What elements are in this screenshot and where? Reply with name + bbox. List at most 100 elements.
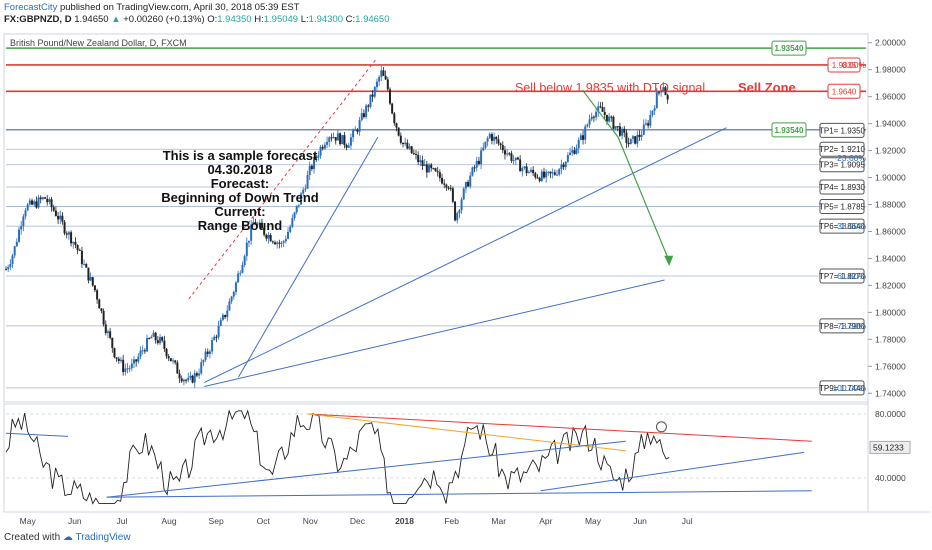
candle-body bbox=[386, 79, 389, 90]
candle-body bbox=[358, 120, 361, 132]
candle-body bbox=[415, 153, 418, 155]
candle-body bbox=[508, 153, 511, 155]
candle-body bbox=[373, 87, 376, 97]
candle-body bbox=[629, 138, 632, 145]
candle-body bbox=[295, 205, 298, 213]
candle-body bbox=[315, 156, 318, 158]
candle-body bbox=[469, 175, 472, 187]
candle-body bbox=[543, 171, 546, 178]
candle-body bbox=[241, 264, 244, 273]
candle-body bbox=[304, 188, 307, 190]
fib-label: 0.00% bbox=[842, 60, 867, 70]
candle-body bbox=[100, 308, 103, 312]
candle-body bbox=[208, 351, 211, 354]
low-label: L: bbox=[300, 14, 309, 25]
candle-body bbox=[443, 183, 446, 185]
fib-label: 38.20% bbox=[837, 221, 866, 231]
time-tick-label: Apr bbox=[539, 516, 552, 526]
osc-base-trendline bbox=[106, 490, 812, 498]
candle-body bbox=[488, 133, 491, 139]
candle-body bbox=[612, 116, 615, 129]
close-label: C: bbox=[345, 14, 356, 25]
candle-body bbox=[660, 91, 663, 93]
candle-body bbox=[490, 133, 493, 141]
candle-body bbox=[289, 226, 292, 232]
candle-body bbox=[582, 135, 585, 140]
candle-body bbox=[341, 135, 344, 145]
candle-body bbox=[653, 108, 656, 111]
candle-body bbox=[287, 231, 290, 239]
sell-below-text: Sell below 1.9835 with DTO signal bbox=[515, 81, 705, 95]
candle-body bbox=[63, 221, 66, 234]
candle-body bbox=[319, 146, 322, 156]
candle-body bbox=[662, 87, 665, 92]
candle-body bbox=[250, 224, 253, 241]
candle-body bbox=[326, 141, 329, 145]
candle-body bbox=[627, 142, 630, 145]
forecast-line-5: Current: bbox=[214, 204, 265, 219]
candle-body bbox=[564, 161, 567, 168]
candle-body bbox=[618, 126, 621, 136]
candle-body bbox=[464, 181, 467, 189]
candle-body bbox=[33, 201, 36, 205]
candle-body bbox=[213, 336, 216, 341]
candle-body bbox=[282, 241, 285, 243]
candle-body bbox=[339, 133, 342, 145]
candle-body bbox=[106, 331, 109, 333]
candle-body bbox=[501, 145, 504, 151]
candle-body bbox=[26, 204, 29, 211]
candle-body bbox=[651, 110, 654, 116]
candle-body bbox=[28, 200, 31, 205]
candle-body bbox=[519, 159, 522, 172]
tp-tag-box bbox=[819, 141, 865, 157]
candle-body bbox=[172, 360, 175, 362]
tradingview-brand[interactable]: TradingView bbox=[75, 532, 131, 543]
candle-body bbox=[410, 146, 413, 154]
candle-body bbox=[458, 210, 461, 214]
candle-body bbox=[419, 160, 422, 163]
candle-body bbox=[365, 105, 368, 118]
forecast-arrowhead bbox=[664, 255, 674, 266]
tp-tag-box bbox=[819, 268, 865, 284]
created-with-text: Created with bbox=[4, 532, 61, 543]
candle-body bbox=[276, 242, 279, 245]
candle-body bbox=[631, 136, 634, 139]
level-lines bbox=[6, 47, 866, 389]
candle-body bbox=[115, 357, 118, 359]
candle-body bbox=[540, 171, 543, 182]
red-1-tag-box bbox=[827, 57, 861, 73]
green-top-tag-text: 1.93540 bbox=[775, 44, 804, 53]
candle-body bbox=[217, 325, 220, 338]
candle-body bbox=[529, 169, 532, 172]
candle-body bbox=[352, 130, 355, 138]
candle-body bbox=[91, 277, 94, 286]
publisher-link[interactable]: ForecastCity bbox=[4, 2, 58, 13]
candle-body bbox=[532, 169, 535, 174]
candle-body bbox=[195, 373, 198, 376]
candle-body bbox=[5, 269, 7, 271]
candle-body bbox=[35, 201, 38, 208]
candle-body bbox=[137, 356, 140, 362]
candle-body bbox=[154, 332, 157, 341]
candle-body bbox=[573, 150, 576, 154]
candle-body bbox=[595, 111, 598, 118]
trend-overlays bbox=[188, 58, 727, 388]
candle-body bbox=[638, 134, 641, 137]
tp-tag-box bbox=[819, 122, 865, 138]
candle-body bbox=[174, 360, 177, 363]
candle-body bbox=[360, 113, 363, 121]
candle-body bbox=[347, 145, 350, 148]
candle-body bbox=[375, 81, 378, 88]
green-mid-tag-text: 1.93540 bbox=[775, 126, 804, 135]
candle-body bbox=[579, 135, 582, 140]
tp-tag-text: TP3= 1.9095 bbox=[819, 161, 866, 170]
candle-body bbox=[104, 324, 107, 333]
red-1-tag-text: 1.9835 bbox=[832, 61, 857, 70]
candle-body bbox=[608, 116, 611, 122]
tp-tag-box bbox=[819, 318, 865, 334]
candle-body bbox=[362, 113, 365, 118]
forecast-line-2: 04.30.2018 bbox=[207, 162, 272, 177]
candle-body bbox=[271, 241, 274, 243]
candle-body bbox=[11, 255, 14, 264]
